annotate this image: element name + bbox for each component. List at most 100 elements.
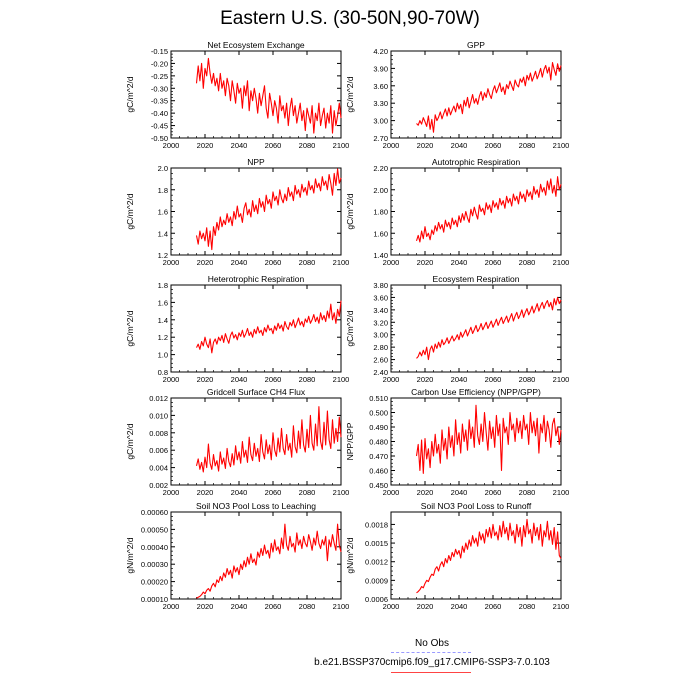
x-tick-label: 2000 bbox=[163, 488, 180, 497]
y-tick-label: 3.60 bbox=[373, 293, 388, 302]
y-tick-label: 0.00010 bbox=[141, 595, 168, 604]
x-tick-label: 2000 bbox=[383, 141, 400, 150]
x-tick-label: 2020 bbox=[417, 488, 434, 497]
x-tick-label: 2100 bbox=[553, 141, 570, 150]
chart-panel-5: Ecosystem Respiration gC/m^2/d 3.80 3.60 3.4… bbox=[345, 274, 569, 384]
y-tick-label: 1.6 bbox=[158, 298, 168, 307]
y-tick-label: 1.40 bbox=[373, 251, 388, 260]
y-axis-label: gC/m^2/d bbox=[345, 76, 355, 112]
chart-title: Soil NO3 Pool Loss to Runoff bbox=[421, 501, 532, 511]
x-tick-label: 2060 bbox=[485, 141, 502, 150]
y-axis-label: NPP/GPP bbox=[345, 422, 355, 460]
y-tick-label: 1.4 bbox=[158, 229, 168, 238]
y-tick-label: 0.00050 bbox=[141, 525, 168, 534]
x-tick-label: 2000 bbox=[383, 488, 400, 497]
x-tick-label: 2040 bbox=[231, 602, 248, 611]
y-axis-label: gC/m^2/d bbox=[125, 193, 135, 229]
series-line-0 bbox=[416, 518, 562, 594]
y-axis-label: gC/m^2/d bbox=[345, 193, 355, 229]
y-axis-label: gC/m^2/d bbox=[125, 76, 135, 112]
chart-panel-9: Soil NO3 Pool Loss to Runoff gN/m^2/d 0.00… bbox=[345, 501, 569, 611]
x-tick-label: 2100 bbox=[553, 488, 570, 497]
x-tick-label: 2060 bbox=[265, 375, 282, 384]
chart-title: Carbon Use Efficiency (NPP/GPP) bbox=[411, 387, 541, 397]
y-axis-label: gC/m^2/d bbox=[125, 423, 135, 459]
y-tick-label: 3.00 bbox=[373, 331, 388, 340]
y-tick-label: 0.002 bbox=[149, 481, 168, 490]
x-tick-label: 2060 bbox=[265, 488, 282, 497]
y-axis-label: gN/m^2/d bbox=[125, 537, 135, 573]
x-tick-label: 2060 bbox=[485, 258, 502, 267]
series-line-0 bbox=[196, 523, 342, 599]
y-tick-label: 1.2 bbox=[158, 251, 168, 260]
x-tick-label: 2100 bbox=[333, 602, 350, 611]
series-line-0 bbox=[195, 406, 342, 473]
y-tick-label: 0.0006 bbox=[365, 595, 388, 604]
x-tick-label: 2060 bbox=[485, 488, 502, 497]
y-tick-label: 0.8 bbox=[158, 368, 168, 377]
x-tick-label: 2000 bbox=[163, 375, 180, 384]
y-tick-label: -0.20 bbox=[151, 59, 168, 68]
chart-title: Soil NO3 Pool Loss to Leaching bbox=[196, 501, 316, 511]
y-tick-label: 1.8 bbox=[158, 281, 168, 290]
chart-panel-4: Heterotrophic Respiration gC/m^2/d 1.8 1.6 1… bbox=[125, 274, 349, 384]
x-tick-label: 2060 bbox=[485, 602, 502, 611]
y-tick-label: 0.500 bbox=[369, 409, 388, 418]
y-tick-label: 2.0 bbox=[158, 164, 168, 173]
y-axis-label: gC/m^2/d bbox=[125, 310, 135, 346]
y-tick-label: 2.40 bbox=[373, 368, 388, 377]
plot-frame bbox=[390, 284, 562, 373]
x-tick-label: 2020 bbox=[197, 375, 214, 384]
chart-panel-6: Gridcell Surface CH4 Flux gC/m^2/d 0.012 0.… bbox=[125, 387, 349, 497]
x-tick-label: 2020 bbox=[197, 602, 214, 611]
legend-obs-line bbox=[391, 652, 471, 653]
y-tick-label: 0.0009 bbox=[365, 576, 388, 585]
y-tick-label: 0.00030 bbox=[141, 560, 168, 569]
x-tick-label: 2100 bbox=[333, 258, 350, 267]
chart-title: Autotrophic Respiration bbox=[432, 157, 521, 167]
chart-panel-3: Autotrophic Respiration gC/m^2/d 2.20 2.00 1… bbox=[345, 157, 569, 267]
y-tick-label: -0.50 bbox=[151, 134, 168, 143]
chart-title: Net Ecosystem Exchange bbox=[207, 40, 305, 50]
x-tick-label: 2100 bbox=[553, 258, 570, 267]
y-tick-label: 0.480 bbox=[369, 438, 388, 447]
y-tick-label: -0.45 bbox=[151, 122, 168, 131]
plot-frame bbox=[170, 511, 342, 600]
x-tick-label: 2100 bbox=[553, 602, 570, 611]
y-tick-label: 0.008 bbox=[149, 429, 168, 438]
y-tick-label: 0.0018 bbox=[365, 520, 388, 529]
chart-title: Gridcell Surface CH4 Flux bbox=[207, 387, 306, 397]
x-tick-label: 2080 bbox=[519, 375, 536, 384]
x-tick-label: 2060 bbox=[265, 141, 282, 150]
y-tick-label: -0.40 bbox=[151, 109, 168, 118]
series-line-0 bbox=[416, 296, 562, 361]
y-tick-label: 0.006 bbox=[149, 446, 168, 455]
y-tick-label: 1.80 bbox=[373, 208, 388, 217]
y-tick-label: 2.60 bbox=[373, 356, 388, 365]
series-line-0 bbox=[196, 300, 342, 354]
plot-frame bbox=[390, 511, 562, 600]
x-tick-label: 2000 bbox=[163, 141, 180, 150]
x-tick-label: 2000 bbox=[383, 602, 400, 611]
y-tick-label: 0.460 bbox=[369, 467, 388, 476]
x-tick-label: 2020 bbox=[417, 258, 434, 267]
series-line-0 bbox=[195, 168, 342, 251]
y-tick-label: -0.35 bbox=[151, 97, 168, 106]
y-tick-label: 1.4 bbox=[158, 316, 168, 325]
y-tick-label: -0.30 bbox=[151, 84, 168, 93]
chart-panel-8: Soil NO3 Pool Loss to Leaching gN/m^2/d 0.… bbox=[125, 501, 349, 611]
y-axis-label: gN/m^2/d bbox=[345, 537, 355, 573]
y-tick-label: 0.00060 bbox=[141, 508, 168, 517]
chart-title: GPP bbox=[467, 40, 485, 50]
y-tick-label: 3.80 bbox=[373, 281, 388, 290]
y-tick-label: 2.20 bbox=[373, 164, 388, 173]
x-tick-label: 2040 bbox=[231, 375, 248, 384]
plot-frame bbox=[170, 50, 342, 139]
x-tick-label: 2020 bbox=[197, 141, 214, 150]
series-line-0 bbox=[195, 57, 342, 134]
x-tick-label: 2080 bbox=[299, 488, 316, 497]
chart-panel-0: Net Ecosystem Exchange gC/m^2/d -0.15 -0.20… bbox=[125, 40, 349, 150]
y-tick-label: 3.30 bbox=[373, 99, 388, 108]
